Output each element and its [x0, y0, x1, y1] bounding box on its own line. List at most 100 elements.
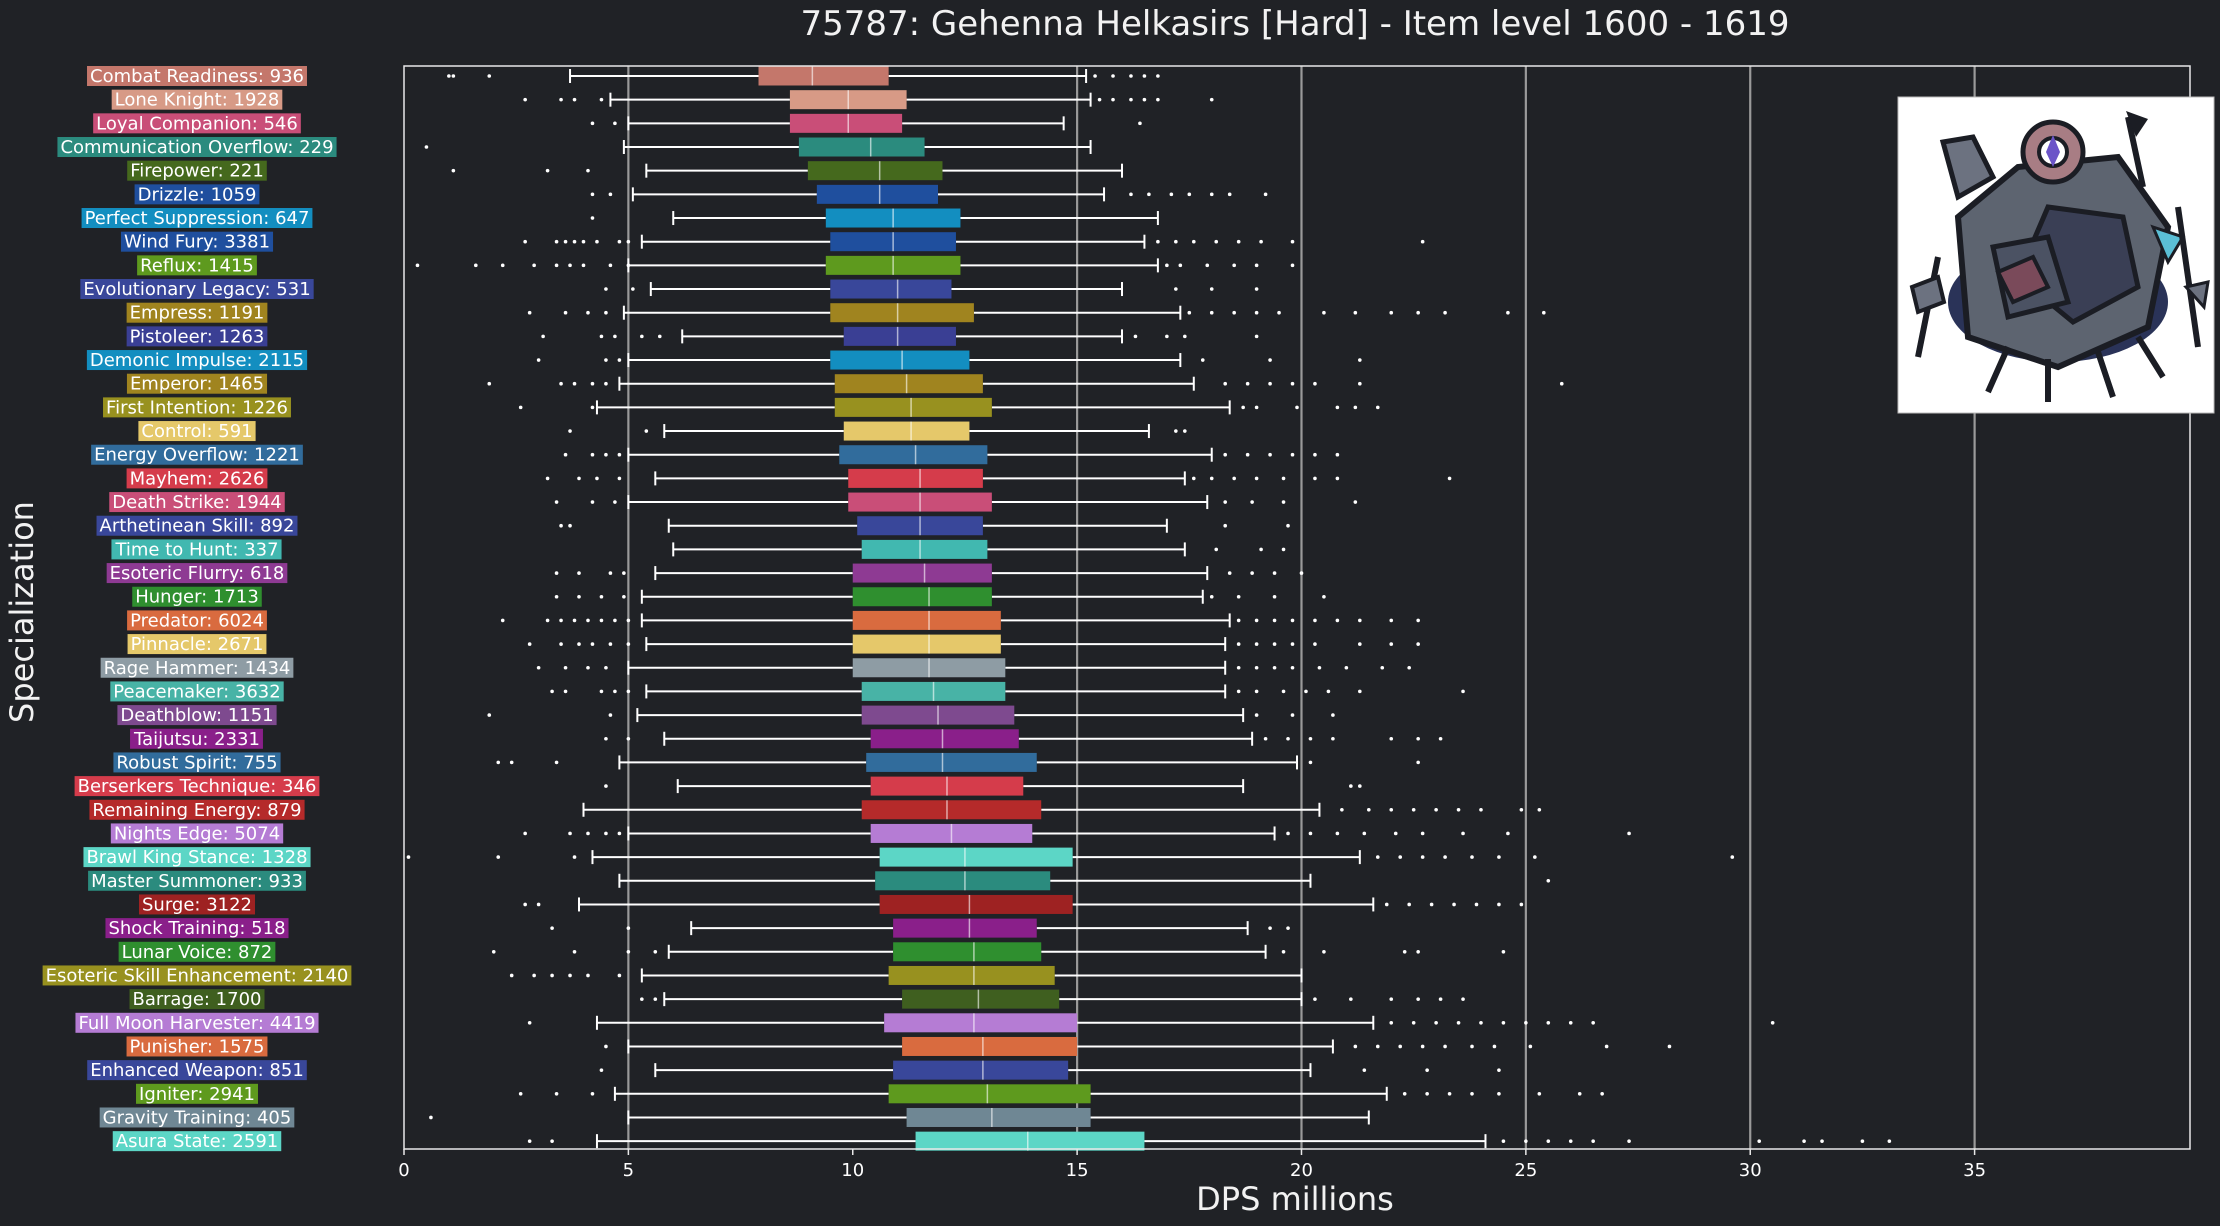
outlier-point [608, 713, 613, 717]
outlier-point [1546, 878, 1551, 883]
outlier-point [590, 1092, 595, 1096]
outlier-point [1209, 192, 1214, 197]
spec-label-background [109, 492, 285, 513]
spec-label-background [134, 184, 260, 205]
outlier-point [1389, 642, 1394, 646]
spec-label-background [118, 941, 276, 962]
outlier-point [1313, 997, 1317, 1001]
iqr-box [888, 1084, 1091, 1104]
outlier-point [451, 168, 456, 173]
outlier-point [523, 831, 527, 836]
box-series-item [518, 397, 1380, 417]
spec-label-background [106, 563, 288, 584]
outlier-point [1241, 405, 1245, 410]
outlier-point [559, 642, 563, 646]
outlier-point [1456, 1021, 1461, 1025]
spec-label-background [99, 1107, 295, 1128]
outlier-point [1178, 263, 1183, 268]
outlier-point [473, 263, 478, 268]
spec-label-background [86, 350, 308, 371]
outlier-point [1461, 831, 1465, 836]
spec-label: Death Strike: 1944 [112, 492, 282, 513]
outlier-point [1389, 618, 1394, 623]
outlier-point [1209, 287, 1214, 291]
outlier-point [1286, 736, 1290, 741]
outlier-point [563, 665, 568, 670]
outlier-point [590, 121, 595, 126]
spec-label-background [130, 728, 263, 749]
outlier-point [1129, 192, 1133, 197]
outlier-point [1223, 381, 1228, 386]
iqr-box [852, 610, 1001, 630]
outlier-point [613, 689, 617, 694]
outlier-point [1335, 476, 1340, 481]
outlier-point [1187, 192, 1192, 197]
outlier-point [532, 973, 536, 978]
box-series-item [500, 610, 1420, 630]
outlier-point [572, 855, 577, 859]
box-series-item [563, 445, 1340, 465]
outlier-point [545, 618, 550, 623]
outlier-point [1335, 831, 1340, 836]
grid-lines [627, 66, 1976, 1149]
outlier-point [1438, 997, 1443, 1001]
outlier-point [1627, 1139, 1631, 1143]
spec-label-background [127, 610, 267, 631]
outlier-point [1281, 500, 1286, 504]
spec-label: Emperor: 1465 [130, 374, 264, 395]
outlier-point [487, 713, 492, 717]
outlier-point [581, 263, 586, 268]
outlier-point [1322, 594, 1326, 599]
box-series-item [496, 752, 1420, 772]
outlier-point [1474, 902, 1479, 907]
spec-label-background [138, 894, 256, 915]
outlier-point [1214, 239, 1219, 244]
outlier-point [1447, 1092, 1452, 1096]
box-series-item [604, 1036, 1672, 1056]
outlier-point [617, 476, 622, 481]
boss-portrait [1897, 96, 2215, 414]
outlier-point [1380, 665, 1385, 670]
outlier-point [1542, 310, 1546, 315]
outlier-point [568, 973, 572, 978]
outlier-point [1232, 263, 1236, 268]
outlier-point [1375, 405, 1380, 410]
outlier-point [1254, 476, 1259, 481]
box-series-item [590, 113, 1142, 133]
y-axis-label: Specialization [3, 501, 41, 723]
spec-label: Hunger: 1713 [135, 587, 259, 608]
outlier-point [653, 949, 658, 954]
outlier-point [1263, 736, 1268, 741]
spec-label-background [126, 302, 268, 323]
outlier-point [1317, 665, 1322, 670]
outlier-point [1331, 713, 1335, 717]
box-series-item [582, 800, 1542, 820]
spec-label: Time to Hunt: 337 [114, 539, 278, 560]
box-series-item [550, 918, 1290, 938]
outlier-point [604, 1044, 608, 1049]
box-series-item [536, 658, 1411, 678]
spec-label: Master Summoner: 933 [91, 871, 303, 892]
box-series [406, 66, 1892, 1151]
spec-label: Pistoleer: 1263 [130, 326, 265, 347]
outlier-point [568, 831, 572, 836]
outlier-point [613, 121, 617, 126]
outlier-point [626, 926, 631, 930]
outlier-point [1295, 405, 1299, 410]
outlier-point [1165, 263, 1169, 268]
spec-label: Mayhem: 2626 [130, 468, 265, 489]
outlier-point [617, 239, 622, 244]
outlier-point [657, 334, 662, 339]
spec-label: Energy Overflow: 1221 [94, 445, 300, 466]
outlier-point [1604, 1044, 1609, 1049]
iqr-box [843, 326, 956, 346]
outlier-point [559, 618, 563, 623]
outlier-point [1290, 381, 1295, 386]
outlier-point [527, 310, 532, 315]
iqr-box [879, 894, 1073, 914]
spec-label: Nights Edge: 5074 [114, 823, 280, 844]
outlier-point [1156, 239, 1160, 244]
spec-label: Control: 591 [141, 421, 252, 442]
outlier-point [523, 239, 527, 244]
outlier-point [1411, 1021, 1416, 1025]
